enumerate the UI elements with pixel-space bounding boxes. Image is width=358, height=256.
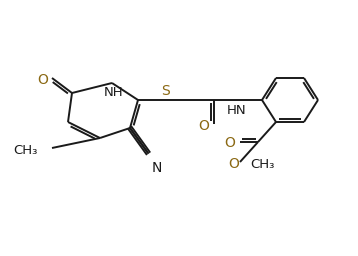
Text: O: O: [38, 73, 48, 87]
Text: CH₃: CH₃: [14, 144, 38, 156]
Text: S: S: [161, 84, 170, 98]
Text: NH: NH: [104, 87, 124, 100]
Text: HN: HN: [227, 103, 247, 116]
Text: O: O: [199, 119, 209, 133]
Text: O: O: [224, 136, 236, 150]
Text: CH₃: CH₃: [250, 157, 274, 170]
Text: O: O: [228, 157, 239, 171]
Text: N: N: [152, 161, 162, 175]
